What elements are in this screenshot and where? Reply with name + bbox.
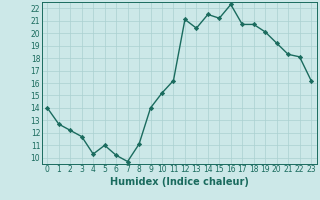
X-axis label: Humidex (Indice chaleur): Humidex (Indice chaleur) bbox=[110, 177, 249, 187]
